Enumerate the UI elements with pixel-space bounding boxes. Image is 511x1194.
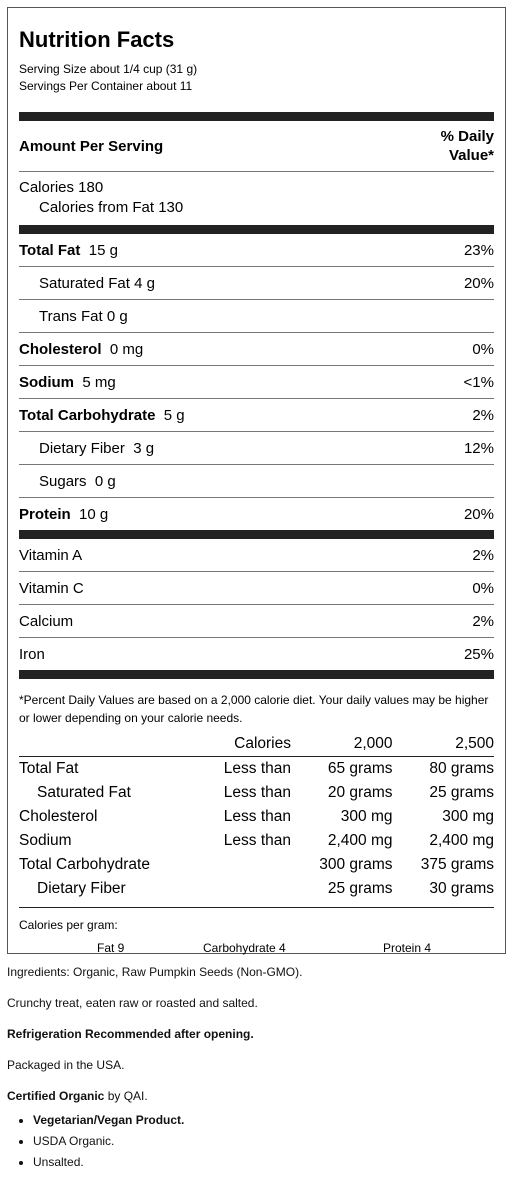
servings-per-container: Servings Per Container about 11	[19, 79, 193, 93]
product-info: Ingredients: Organic, Raw Pumpkin Seeds …	[7, 964, 504, 1173]
nutrient-row-trans-fat: Trans Fat 0 g	[39, 307, 128, 325]
refrigeration-note: Refrigeration Recommended after opening.	[7, 1027, 254, 1041]
certified-organic: Certified Organic by QAI.	[7, 1089, 148, 1103]
nutrient-row-total-carbohydrate: Total Carbohydrate 5 g 2%	[19, 406, 494, 424]
calories-from-fat: Calories from Fat 130	[39, 199, 184, 216]
thick-divider	[19, 670, 494, 679]
nutrient-row-sugars: Sugars 0 g	[39, 472, 116, 490]
daily-value-footnote: *Percent Daily Values are based on a 2,0…	[19, 693, 489, 725]
dv-table-row: Saturated Fat Less than 20 grams 25 grams	[37, 784, 494, 801]
nutrient-row-sodium: Sodium 5 mg <1%	[19, 373, 494, 391]
divider	[19, 907, 494, 908]
daily-values-table: Calories 2,000 2,500 Total Fat Less than 6…	[19, 732, 494, 901]
packaged-note: Packaged in the USA.	[7, 1058, 125, 1072]
nutrient-row-cholesterol: Cholesterol 0 mg 0%	[19, 340, 494, 358]
nutrient-row-protein: Protein 10 g 20%	[19, 505, 494, 523]
vitamin-row-iron: Iron 25%	[19, 645, 494, 663]
amount-per-serving-label: Amount Per Serving	[19, 137, 164, 155]
amount-per-serving-header: Amount Per Serving % Daily Value*	[19, 121, 494, 171]
nutrition-facts-panel: Nutrition Facts Serving Size about 1/4 c…	[7, 7, 506, 955]
serving-size: Serving Size about 1/4 cup (31 g)	[19, 62, 198, 76]
vitamin-row-a: Vitamin A 2%	[19, 546, 494, 564]
description: Crunchy treat, eaten raw or roasted and …	[7, 996, 258, 1010]
product-bullets: Vegetarian/Vegan Product. USDA Organic. …	[7, 1110, 504, 1173]
calories-per-gram-values: Fat 9 Carbohydrate 4 Protein 4	[97, 941, 432, 955]
dv-table-row: Sodium Less than 2,400 mg 2,400 mg	[19, 832, 494, 849]
nutrient-row-total-fat: Total Fat 15 g 23%	[19, 241, 494, 259]
dv-table-header: Calories 2,000 2,500	[19, 732, 494, 757]
thick-divider	[19, 112, 494, 121]
ingredients: Ingredients: Organic, Raw Pumpkin Seeds …	[7, 965, 303, 979]
nutrient-row-dietary-fiber: Dietary Fiber 3 g 12%	[39, 439, 494, 457]
divider	[19, 171, 494, 172]
nutrient-row-saturated-fat: Saturated Fat 4 g 20%	[39, 274, 494, 292]
vitamin-row-calcium: Calcium 2%	[19, 612, 494, 630]
dv-table-row: Dietary Fiber 25 grams 30 grams	[37, 880, 494, 897]
bullet-item: Unsalted.	[33, 1152, 504, 1173]
calories: Calories 180	[19, 179, 104, 196]
thick-divider	[19, 530, 494, 539]
bullet-item: Vegetarian/Vegan Product.	[33, 1110, 504, 1131]
vitamin-row-c: Vitamin C 0%	[19, 579, 494, 597]
daily-value-header: % Daily Value*	[440, 128, 494, 164]
calories-per-gram-label: Calories per gram:	[19, 918, 118, 932]
dv-table-row: Total Carbohydrate 300 grams 375 grams	[19, 856, 494, 873]
bullet-item: USDA Organic.	[33, 1131, 504, 1152]
thick-divider	[19, 225, 494, 234]
dv-table-row: Cholesterol Less than 300 mg 300 mg	[19, 808, 494, 825]
nutrition-facts-title: Nutrition Facts	[19, 27, 175, 52]
dv-table-row: Total Fat Less than 65 grams 80 grams	[19, 760, 494, 777]
calories-block: Calories 180 Calories from Fat 130	[19, 172, 494, 225]
